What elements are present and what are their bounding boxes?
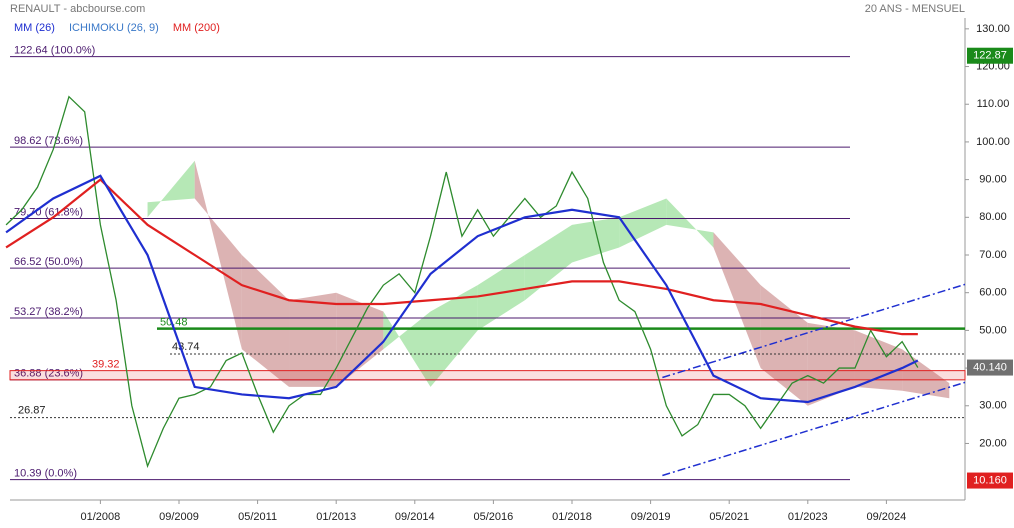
x-tick-label: 05/2011: [238, 511, 277, 523]
ichimoku-cloud: [336, 292, 384, 387]
price-tag-label: 10.160: [973, 474, 1007, 486]
chart-subtitle: 20 ANS - MENSUEL: [865, 3, 965, 15]
x-tick-label: 01/2013: [316, 511, 356, 523]
ichimoku-cloud: [524, 224, 572, 301]
fibonacci-label: 10.39 (0.0%): [14, 468, 77, 480]
price-tag: [967, 472, 1013, 489]
ichimoku-cloud: [666, 198, 714, 248]
fibonacci-label: 53.27 (38.2%): [14, 306, 83, 318]
trendline: [662, 381, 966, 477]
ichimoku-cloud: [571, 217, 620, 263]
ichimoku-cloud: [147, 160, 195, 218]
y-tick-label: 70.00: [979, 249, 1007, 261]
legend-entry: ICHIMOKU (26, 9): [69, 22, 159, 34]
x-tick-label: 05/2016: [474, 511, 514, 523]
price-line: [5, 95, 919, 469]
moving-average: [5, 174, 919, 404]
y-tick-label: 100.00: [976, 136, 1010, 148]
fibonacci-label: 122.64 (100.0%): [14, 44, 95, 56]
x-tick-label: 09/2019: [631, 511, 671, 523]
moving-average: [5, 178, 918, 336]
dotted-level-label: 43.74: [172, 341, 200, 353]
support-band: [9, 370, 966, 381]
price-tag-label: 122.87: [973, 50, 1007, 62]
band-label: 39.32: [92, 359, 120, 371]
y-tick-label: 20.00: [979, 437, 1007, 449]
chart-title: RENAULT - abcbourse.com: [10, 3, 145, 15]
fibonacci-label: 98.62 (78.6%): [14, 135, 83, 147]
y-tick-label: 80.00: [979, 211, 1007, 223]
y-tick-label: 30.00: [979, 400, 1007, 412]
x-tick-label: 09/2009: [159, 511, 199, 523]
x-tick-label: 01/2008: [81, 511, 121, 523]
x-tick-label: 05/2021: [709, 511, 749, 523]
dotted-level-label: 26.87: [18, 404, 46, 416]
ichimoku-cloud: [760, 285, 808, 406]
legend-entry: MM (26): [14, 22, 55, 34]
price-tag: [967, 359, 1013, 376]
x-tick-label: 01/2018: [552, 511, 592, 523]
ichimoku-cloud: [430, 285, 478, 387]
ichimoku-cloud: [194, 160, 242, 350]
y-tick-label: 60.00: [979, 287, 1007, 299]
x-tick-label: 01/2023: [788, 511, 828, 523]
x-tick-label: 09/2014: [395, 511, 435, 523]
y-tick-label: 50.00: [979, 324, 1007, 336]
ichimoku-cloud: [807, 322, 855, 406]
legend: MM (26) ICHIMOKU (26, 9) MM (200): [14, 22, 220, 34]
fibonacci-label: 79.70 (61.8%): [14, 206, 83, 218]
price-tag: [967, 47, 1013, 64]
y-tick-label: 90.00: [979, 174, 1007, 186]
ichimoku-cloud: [854, 330, 903, 391]
price-tag-label: 40.140: [973, 361, 1007, 373]
ichimoku-cloud: [713, 232, 761, 369]
y-tick-label: 130.00: [976, 23, 1010, 35]
x-tick-label: 09/2024: [867, 511, 907, 523]
ichimoku-cloud: [289, 292, 337, 387]
legend-entry: MM (200): [173, 22, 220, 34]
resistance-label: 50.48: [160, 316, 188, 328]
fibonacci-label: 66.52 (50.0%): [14, 256, 83, 268]
y-tick-label: 110.00: [977, 98, 1010, 110]
trendline: [662, 283, 966, 379]
ichimoku-cloud: [383, 311, 431, 387]
